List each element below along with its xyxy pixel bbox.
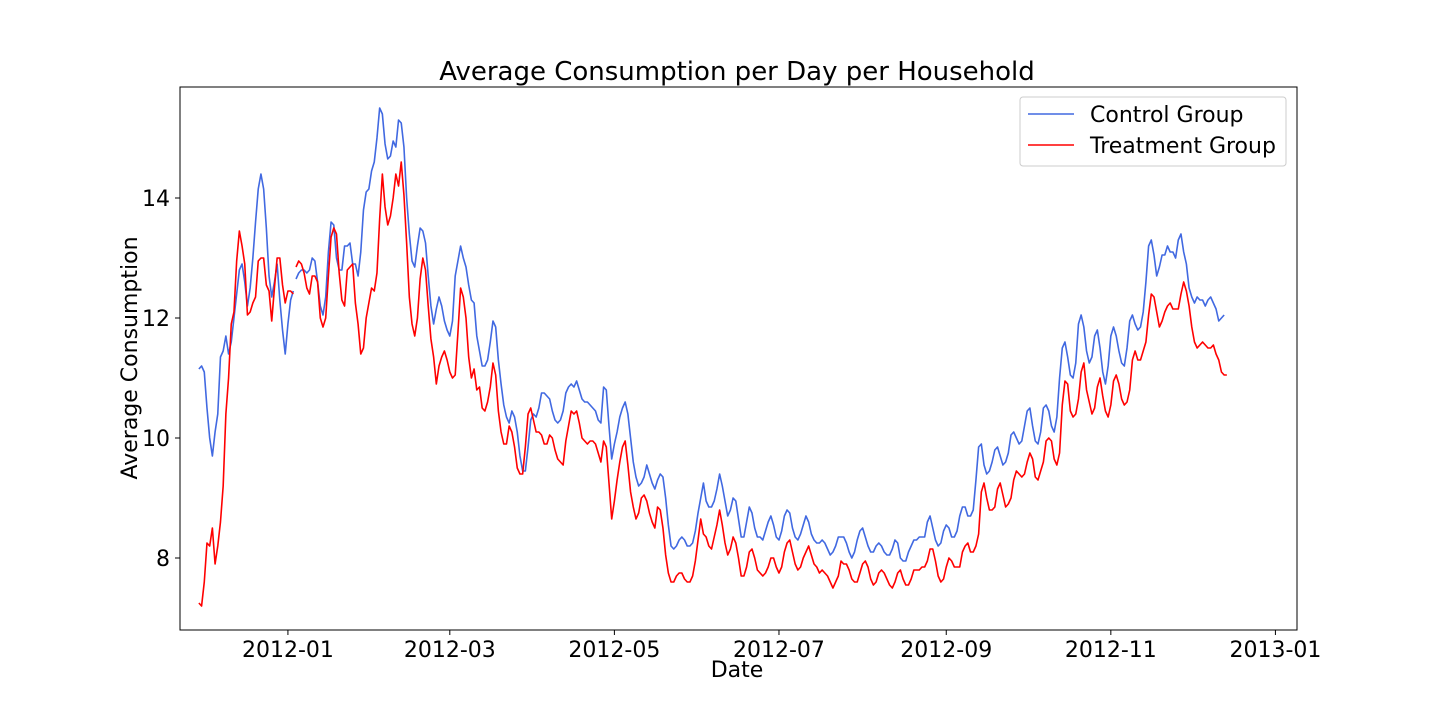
y-axis-label: Average Consumption bbox=[118, 236, 143, 479]
y-tick-label: 8 bbox=[156, 547, 170, 572]
series-line-1-segment-2 bbox=[295, 107, 1225, 562]
x-tick-label: 2013-01 bbox=[1229, 638, 1321, 663]
x-axis-label: Date bbox=[711, 658, 764, 683]
chart-title: Average Consumption per Day per Househol… bbox=[439, 57, 1035, 87]
series-line-2-segment-2 bbox=[295, 161, 1227, 589]
x-tick-label: 2012-01 bbox=[242, 638, 334, 663]
x-tick-label: 2012-07 bbox=[733, 638, 825, 663]
y-tick-label: 10 bbox=[142, 427, 170, 452]
legend-label: Treatment Group bbox=[1089, 134, 1276, 159]
x-tick-label: 2012-05 bbox=[568, 638, 660, 663]
x-tick-label: 2012-03 bbox=[404, 638, 496, 663]
plot-frame bbox=[179, 86, 1298, 631]
y-tick-label: 14 bbox=[142, 187, 170, 212]
x-tick-label: 2012-11 bbox=[1065, 638, 1157, 663]
series-layer bbox=[198, 107, 1227, 607]
legend-box bbox=[1019, 96, 1287, 167]
x-axis: 2012-01 2012-03 2012-05 2012-07 2012-09 2012-… bbox=[242, 630, 1321, 663]
legend: Control Group Treatment Group bbox=[1019, 96, 1287, 167]
x-tick-label: 2012-09 bbox=[900, 638, 992, 663]
series-line-2-segment-1 bbox=[198, 230, 294, 607]
legend-label: Control Group bbox=[1090, 103, 1244, 128]
y-axis: 8 10 12 14 bbox=[142, 187, 180, 572]
y-tick-label: 12 bbox=[142, 307, 170, 332]
